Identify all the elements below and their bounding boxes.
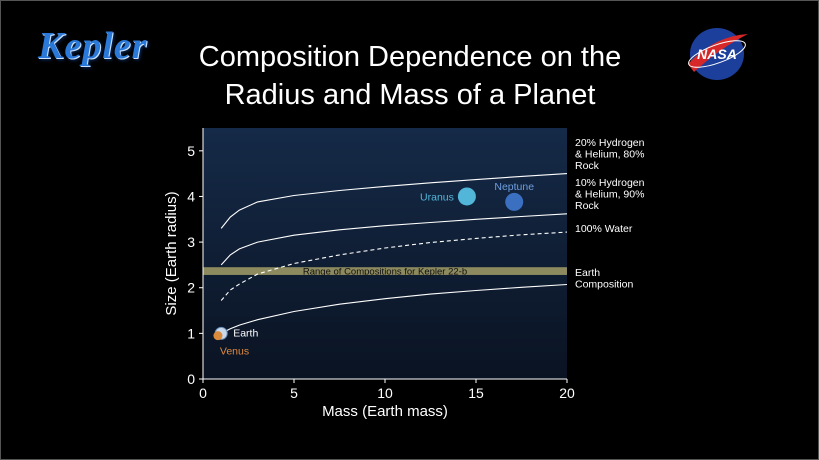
x-axis-label: Mass (Earth mass) xyxy=(322,403,448,420)
series-line xyxy=(220,173,568,229)
nasa-wordmark: NASA xyxy=(697,46,737,62)
y-tick-label: 4 xyxy=(187,188,195,204)
title-line-2: Radius and Mass of a Planet xyxy=(224,79,596,111)
band-label: Range of Compositions for Kepler 22-b xyxy=(303,267,467,278)
series-label: Composition xyxy=(575,279,634,291)
series-line xyxy=(220,213,568,266)
series-label: 20% Hydrogen xyxy=(575,137,645,149)
series-line xyxy=(217,283,568,337)
series-label: Rock xyxy=(575,160,600,172)
kepler-logo: Kepler xyxy=(38,25,148,67)
neptune-marker xyxy=(505,192,524,211)
slide-title: Composition Dependence on the Radius and… xyxy=(160,38,660,114)
planet-label: Neptune xyxy=(494,181,534,193)
x-tick-label: 20 xyxy=(559,385,575,401)
plot-area xyxy=(203,128,567,379)
planet-label: Venus xyxy=(220,346,249,358)
x-tick-label: 5 xyxy=(290,385,298,401)
y-axis-label: Size (Earth radius) xyxy=(163,191,180,315)
series-label: 10% Hydrogen xyxy=(575,177,645,189)
kepler-22b-band xyxy=(203,267,567,275)
venus-marker xyxy=(213,331,223,341)
uranus-marker xyxy=(457,187,476,206)
y-tick-label: 0 xyxy=(187,371,195,387)
x-tick-label: 0 xyxy=(199,385,207,401)
x-tick-label: 15 xyxy=(468,385,484,401)
series-label: 100% Water xyxy=(575,223,633,235)
y-tick-label: 5 xyxy=(187,143,195,159)
series-label: Rock xyxy=(575,200,600,212)
planet-label: Earth xyxy=(233,327,258,339)
nasa-vector-icon xyxy=(688,34,748,72)
planet-label: Uranus xyxy=(420,191,454,203)
series-line xyxy=(220,231,568,301)
series-label: & Helium, 90% xyxy=(575,189,644,201)
nasa-logo: NASA xyxy=(688,28,748,80)
x-tick-label: 10 xyxy=(377,385,393,401)
y-tick-label: 2 xyxy=(187,280,195,296)
series-label: & Helium, 80% xyxy=(575,149,644,161)
y-tick-label: 1 xyxy=(187,325,195,341)
series-label: Earth xyxy=(575,267,600,279)
title-line-1: Composition Dependence on the xyxy=(198,41,622,73)
y-tick-label: 3 xyxy=(187,234,195,250)
